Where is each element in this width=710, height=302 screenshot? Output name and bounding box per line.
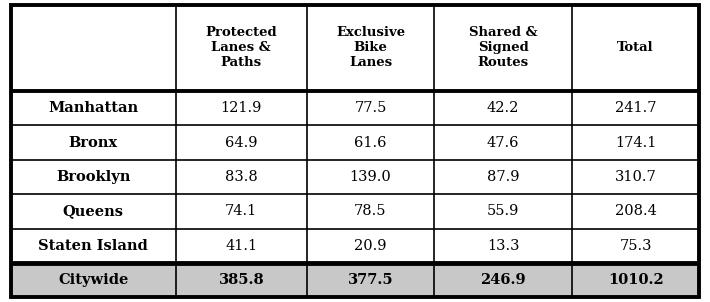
- Bar: [11, 125, 699, 160]
- Text: 87.9: 87.9: [487, 170, 519, 184]
- Text: 174.1: 174.1: [615, 136, 656, 149]
- Text: Protected
Lanes &
Paths: Protected Lanes & Paths: [206, 26, 277, 69]
- Text: 121.9: 121.9: [221, 101, 262, 115]
- Text: 310.7: 310.7: [615, 170, 657, 184]
- Text: 139.0: 139.0: [349, 170, 391, 184]
- Text: Exclusive
Bike
Lanes: Exclusive Bike Lanes: [336, 26, 405, 69]
- Bar: [11, 263, 699, 297]
- Text: 83.8: 83.8: [225, 170, 258, 184]
- Bar: [11, 194, 699, 229]
- Text: 208.4: 208.4: [615, 204, 657, 218]
- Text: 13.3: 13.3: [487, 239, 519, 253]
- Text: 55.9: 55.9: [487, 204, 519, 218]
- Text: 385.8: 385.8: [219, 273, 264, 287]
- Text: Citywide: Citywide: [58, 273, 129, 287]
- Text: Queens: Queens: [62, 204, 124, 218]
- Text: 42.2: 42.2: [487, 101, 519, 115]
- Text: 1010.2: 1010.2: [608, 273, 664, 287]
- Bar: [11, 91, 699, 125]
- Text: 77.5: 77.5: [354, 101, 387, 115]
- Text: 74.1: 74.1: [225, 204, 258, 218]
- Text: 246.9: 246.9: [480, 273, 526, 287]
- Text: Shared &
Signed
Routes: Shared & Signed Routes: [469, 26, 537, 69]
- Text: Staten Island: Staten Island: [38, 239, 148, 253]
- Text: 377.5: 377.5: [348, 273, 393, 287]
- Text: Bronx: Bronx: [69, 136, 118, 149]
- Text: Total: Total: [617, 41, 654, 54]
- Text: Manhattan: Manhattan: [48, 101, 138, 115]
- Text: 61.6: 61.6: [354, 136, 387, 149]
- Text: 41.1: 41.1: [225, 239, 258, 253]
- Text: 64.9: 64.9: [225, 136, 258, 149]
- Text: 241.7: 241.7: [615, 101, 657, 115]
- Text: Brooklyn: Brooklyn: [56, 170, 131, 184]
- Text: 75.3: 75.3: [619, 239, 652, 253]
- Text: 78.5: 78.5: [354, 204, 387, 218]
- Text: 47.6: 47.6: [487, 136, 519, 149]
- Bar: [11, 5, 699, 91]
- Text: 20.9: 20.9: [354, 239, 387, 253]
- Bar: [11, 229, 699, 263]
- Bar: [11, 160, 699, 194]
